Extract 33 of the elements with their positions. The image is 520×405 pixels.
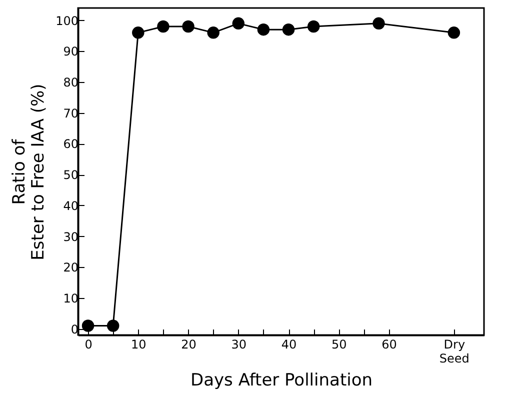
point — [257, 23, 270, 36]
point — [448, 26, 460, 39]
point — [282, 23, 295, 36]
point — [307, 20, 320, 33]
x-tick-label: 20 — [181, 338, 196, 352]
y-tick-label: 80 — [63, 76, 78, 90]
x-tick-label: 60 — [382, 338, 397, 352]
point — [232, 17, 245, 30]
y-tick-label: 0 — [70, 322, 78, 336]
y-tick-label: 60 — [63, 137, 78, 152]
x-tick-label: 30 — [231, 338, 247, 352]
point — [157, 20, 170, 33]
point — [372, 17, 385, 30]
x-axis-title: Days After Pollination — [190, 370, 373, 390]
point — [207, 26, 220, 39]
point — [132, 26, 144, 39]
x-tick-label: 0 — [84, 338, 92, 352]
x-tick-label: 10 — [131, 338, 146, 352]
y-tick-label: 20 — [63, 260, 78, 275]
point — [106, 320, 120, 332]
y-tick-label: 70 — [63, 106, 78, 120]
y-tick-label: 90 — [63, 44, 78, 59]
y-tick-label: 50 — [63, 168, 78, 182]
point — [182, 20, 194, 33]
x-tick-label: 40 — [281, 338, 297, 352]
y-tick-label: 40 — [63, 198, 78, 213]
x-tick-label: Dry Seed — [439, 338, 470, 366]
y-tick-label: 100 — [56, 14, 78, 28]
y-axis-title: Ratio of Ester to Free IAA (%) — [10, 84, 49, 260]
y-tick-label: 30 — [63, 230, 78, 244]
x-tick-label: 50 — [332, 338, 347, 352]
y-tick-label: 10 — [63, 291, 78, 306]
point — [82, 320, 94, 332]
